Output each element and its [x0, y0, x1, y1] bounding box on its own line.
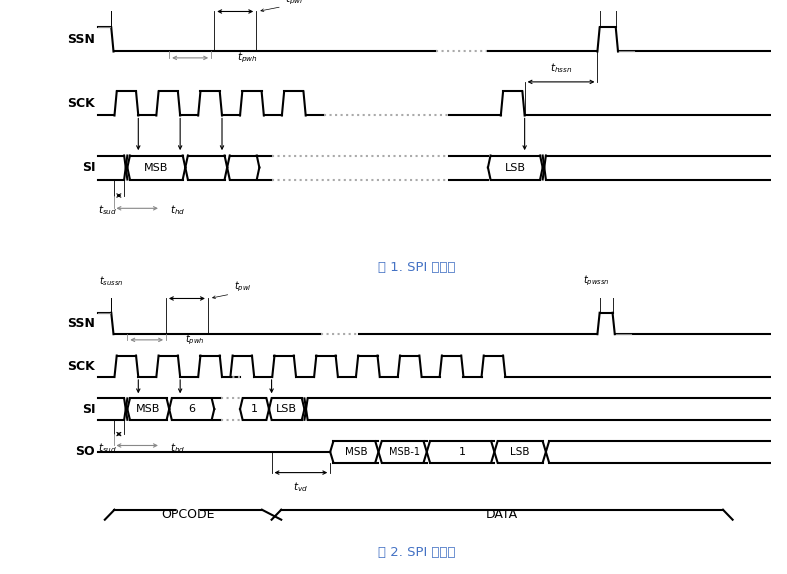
Text: $t_{hd}$: $t_{hd}$ — [171, 204, 186, 218]
Text: 6: 6 — [188, 404, 195, 414]
Text: SI: SI — [82, 161, 95, 174]
Text: SO: SO — [76, 445, 95, 459]
Text: 图 2. SPI 读时序: 图 2. SPI 读时序 — [379, 546, 456, 559]
Text: LSB: LSB — [276, 404, 297, 414]
Text: SCK: SCK — [68, 360, 95, 373]
Text: SSN: SSN — [67, 317, 95, 330]
Text: SCK: SCK — [68, 97, 95, 110]
Text: $t_{pwh}$: $t_{pwh}$ — [185, 333, 205, 347]
Text: SI: SI — [82, 402, 95, 416]
Text: MSB: MSB — [136, 404, 161, 414]
Text: $t_{pwl}$: $t_{pwl}$ — [235, 280, 252, 294]
Text: 1: 1 — [459, 447, 466, 457]
Text: $t_{pwl}$: $t_{pwl}$ — [286, 0, 304, 7]
Text: $t_{pwssn}$: $t_{pwssn}$ — [583, 274, 610, 289]
Text: $t_{hd}$: $t_{hd}$ — [171, 441, 186, 455]
Text: $t_{vd}$: $t_{vd}$ — [294, 480, 309, 494]
Text: $t_{sussn}$: $t_{sussn}$ — [99, 275, 124, 289]
Text: $t_{sud}$: $t_{sud}$ — [98, 204, 117, 218]
Text: 1: 1 — [251, 404, 258, 414]
Text: $t_{sud}$: $t_{sud}$ — [98, 441, 117, 455]
Text: $t_{hssn}$: $t_{hssn}$ — [550, 61, 572, 76]
Text: OPCODE: OPCODE — [161, 508, 215, 521]
Text: LSB: LSB — [504, 162, 526, 173]
Text: $t_{pwh}$: $t_{pwh}$ — [237, 51, 257, 65]
Text: MSB: MSB — [345, 447, 368, 457]
Text: LSB: LSB — [511, 447, 530, 457]
Text: MSB: MSB — [144, 162, 168, 173]
Text: DATA: DATA — [486, 508, 518, 521]
Text: 图 1. SPI 写时序: 图 1. SPI 写时序 — [379, 261, 456, 274]
Text: MSB-1: MSB-1 — [389, 447, 419, 457]
Text: SSN: SSN — [67, 33, 95, 46]
